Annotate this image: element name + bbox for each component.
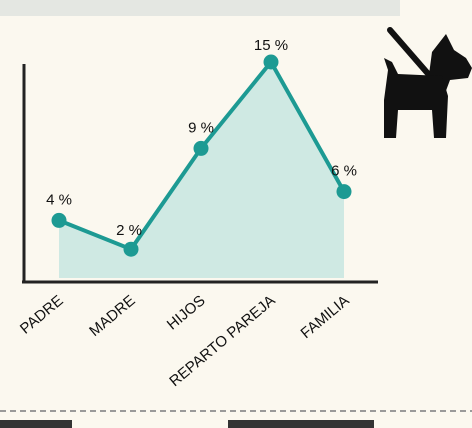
bottom-tab-center [228,420,374,428]
data-point-hijos [193,140,209,156]
data-point-familia [336,184,352,200]
data-label-madre: 2 % [116,222,142,239]
data-label-reparto-pareja: 15 % [254,37,288,54]
bottom-tab-left [0,420,72,428]
data-label-padre: 4 % [46,191,72,208]
data-label-layer: 4 % 2 % 9 % 15 % 6 % [46,37,357,239]
data-point-padre [51,212,67,228]
data-label-hijos: 9 % [188,119,214,136]
x-tick-familia: FAMILIA [298,292,353,342]
x-tick-padre: PADRE [17,292,67,338]
top-banner-bar [0,0,400,16]
area-fill [59,62,344,278]
data-point-madre [123,241,139,257]
x-tick-madre: MADRE [86,292,138,340]
point-layer [51,54,352,257]
x-tick-hijos: HIJOS [164,292,209,333]
area-layer [59,62,344,278]
data-label-familia: 6 % [331,163,357,180]
data-point-reparto-pareja [263,54,279,70]
dog-on-leash-icon [384,27,472,138]
